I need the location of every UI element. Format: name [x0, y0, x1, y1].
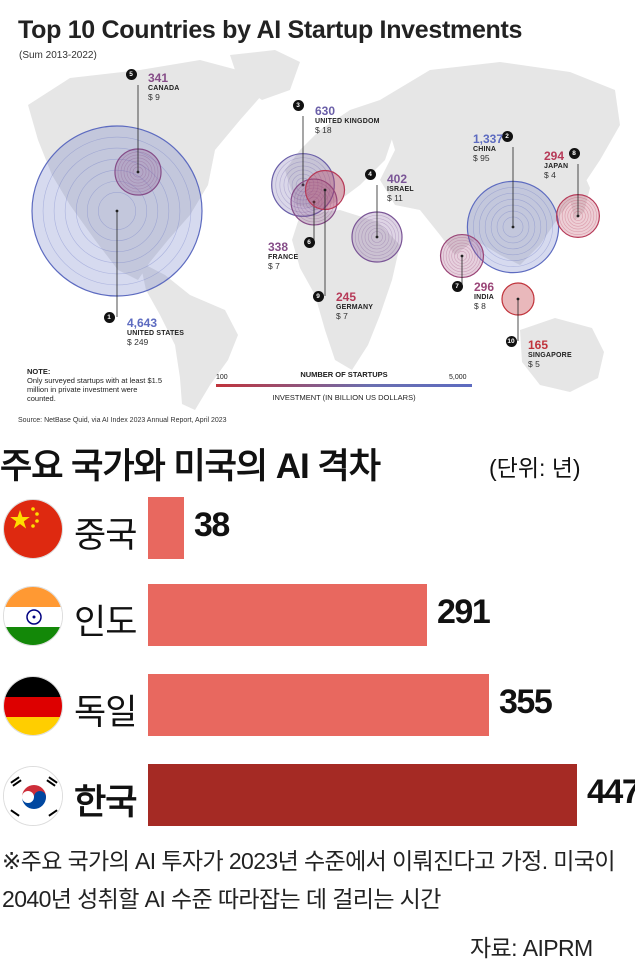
- note-heading: NOTE:: [27, 367, 51, 376]
- investment-amount: $ 11: [387, 193, 403, 203]
- bar: [148, 764, 577, 826]
- startup-count: 1,337: [473, 132, 504, 146]
- country-name: ISRAEL: [387, 186, 414, 193]
- rank-badge: 4: [364, 168, 376, 180]
- bar-category-label: 한국: [74, 783, 137, 822]
- rank-badge: 8: [568, 147, 580, 159]
- country-callout: 338 FRANCE $ 7: [268, 240, 298, 271]
- country-callout: 630 UNITED KINGDOM $ 18: [315, 104, 380, 135]
- rank-badge: 2: [501, 130, 513, 142]
- investment-amount: $ 8: [474, 301, 486, 311]
- rank-badge: 7: [451, 280, 463, 292]
- map-subtitle: (Sum 2013-2022): [19, 50, 97, 61]
- country-name: CHINA: [473, 146, 497, 153]
- legend-min: 100: [216, 374, 228, 381]
- startup-count: 165: [528, 338, 549, 352]
- legend-color-bar: [216, 384, 472, 387]
- footnote: ※주요 국가의 AI 투자가 2023년 수준에서 이뤄진다고 가정. 미국이 …: [2, 848, 616, 912]
- country-callout: 1,337 CHINA $ 95: [473, 132, 503, 163]
- country-callout: 165 SINGAPORE $ 5: [528, 338, 572, 369]
- rank-badge: 9: [312, 290, 324, 302]
- investment-amount: $ 95: [473, 153, 490, 163]
- map-panel: Top 10 Countries by AI Startup Investmen…: [0, 0, 635, 432]
- country-name: INDIA: [474, 294, 495, 301]
- startup-count: 4,643: [127, 316, 158, 330]
- country-name: SINGAPORE: [528, 352, 572, 359]
- startup-count: 296: [474, 280, 495, 294]
- investment-amount: $ 249: [127, 337, 149, 347]
- investment-amount: $ 7: [336, 311, 348, 321]
- bar-chart-title: 주요 국가와 미국의 AI 격차: [0, 447, 381, 486]
- bar: [148, 674, 489, 736]
- rank-badge: 3: [292, 99, 304, 111]
- bar: [148, 584, 427, 646]
- india-flag-icon: [3, 586, 63, 646]
- legend-max: 5,000: [449, 374, 467, 381]
- investment-amount: $ 4: [544, 170, 556, 180]
- bar-row: 독일 355: [0, 672, 635, 740]
- bar-value-label: 38: [194, 506, 230, 544]
- investment-amount: $ 5: [528, 359, 540, 369]
- rank-badge: 6: [303, 236, 315, 248]
- bar-category-label: 독일: [74, 693, 137, 732]
- bar-category-label: 중국: [74, 516, 137, 555]
- country-name: JAPAN: [544, 163, 569, 170]
- country-callout: 4,643 UNITED STATES $ 249: [127, 316, 184, 347]
- china-flag-icon: [3, 499, 63, 559]
- investment-amount: $ 18: [315, 125, 332, 135]
- startup-count: 630: [315, 104, 336, 118]
- bar-value-label: 291: [437, 593, 491, 631]
- map-note: NOTE: Only surveyed startups with at lea…: [27, 367, 167, 403]
- bar-row: 한국 447: [0, 762, 635, 830]
- country-callout: 341 CANADA $ 9: [148, 71, 180, 102]
- country-name: UNITED KINGDOM: [315, 118, 380, 125]
- country-callout: 296 INDIA $ 8: [474, 280, 494, 311]
- korea-flag-icon: [3, 766, 63, 826]
- country-name: FRANCE: [268, 254, 299, 261]
- bar-row: 인도 291: [0, 582, 635, 650]
- startup-count: 294: [544, 149, 565, 163]
- startup-count: 338: [268, 240, 289, 254]
- country-name: UNITED STATES: [127, 330, 185, 337]
- map-title: Top 10 Countries by AI Startup Investmen…: [18, 16, 523, 44]
- legend-color-label: INVESTMENT (IN BILLION US DOLLARS): [272, 393, 416, 402]
- country-name: CANADA: [148, 85, 180, 92]
- continents: [28, 50, 620, 410]
- country-name: GERMANY: [336, 304, 374, 311]
- bar-chart-unit: (단위: 년): [489, 455, 581, 481]
- investment-amount: $ 7: [268, 261, 280, 271]
- bar-value-label: 447: [587, 773, 635, 811]
- investment-amount: $ 9: [148, 92, 160, 102]
- rank-badge: 10: [505, 335, 517, 347]
- rank-badge: 5: [125, 68, 137, 80]
- bar-row: 중국 38: [0, 495, 635, 563]
- source-credit: 자료: AIPRM: [470, 935, 593, 961]
- country-callout: 402 ISRAEL $ 11: [387, 172, 414, 203]
- bar: [148, 497, 184, 559]
- map-source: Source: NetBase Quid, via AI Index 2023 …: [18, 417, 227, 424]
- rank-badge: 1: [103, 311, 115, 323]
- germany-flag-icon: [3, 676, 63, 736]
- country-callout: 294 JAPAN $ 4: [544, 149, 568, 180]
- bar-category-label: 인도: [74, 603, 137, 642]
- country-callout: 245 GERMANY $ 7: [336, 290, 373, 321]
- startup-count: 245: [336, 290, 357, 304]
- bar-value-label: 355: [499, 683, 553, 721]
- legend-size-label: NUMBER OF STARTUPS: [300, 370, 388, 379]
- note-text: Only surveyed startups with at least $1.…: [27, 376, 163, 403]
- startup-count: 402: [387, 172, 408, 186]
- startup-count: 341: [148, 71, 169, 85]
- world-map: [28, 50, 620, 410]
